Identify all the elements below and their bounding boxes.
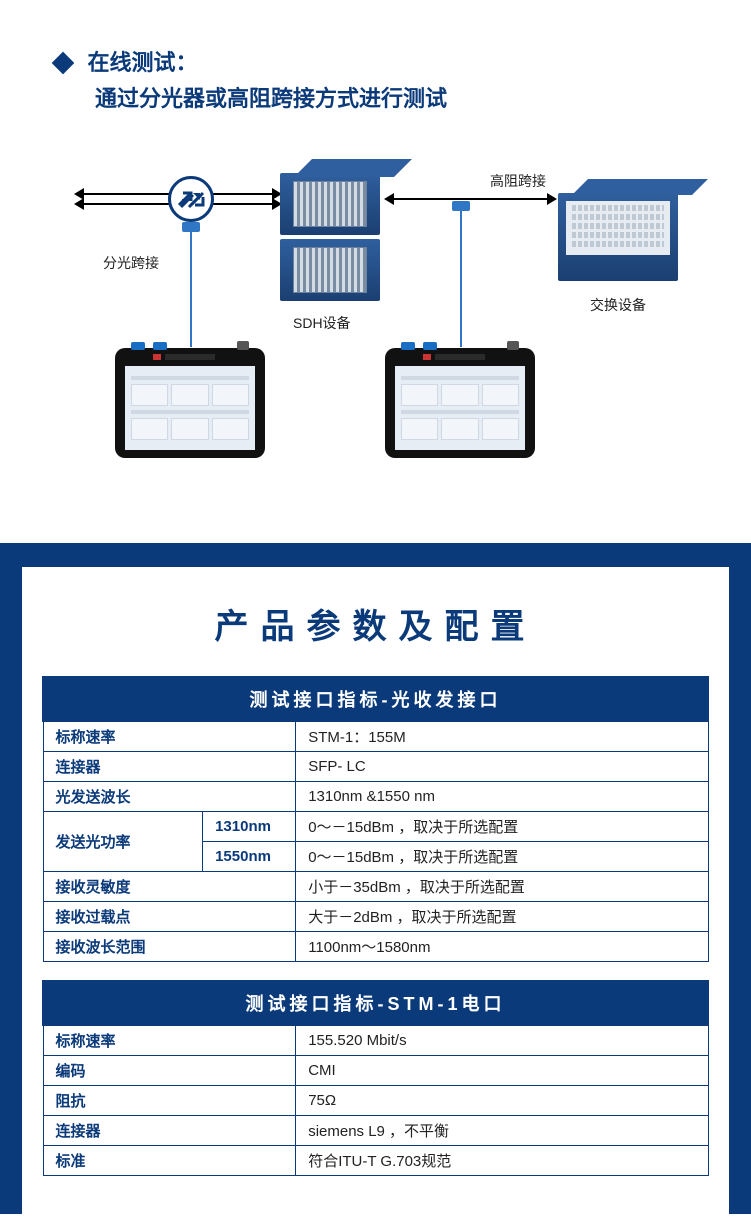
bullet-diamond-icon xyxy=(52,52,75,75)
cell-sublabel: 1310nm xyxy=(203,812,296,842)
table-electrical-header: 测试接口指标-STM-1电口 xyxy=(43,981,708,1025)
label-split-tap: 分光跨接 xyxy=(103,253,159,273)
label-high-imp: 高阻跨接 xyxy=(490,171,546,191)
drop-line-left xyxy=(190,229,192,347)
table-row: 阻抗 75Ω xyxy=(43,1086,708,1116)
section-online-test: 在线测试： 通过分光器或高阻跨接方式进行测试 分光跨接 xyxy=(0,0,751,543)
cell-label: 发送光功率 xyxy=(43,812,203,872)
table-row: 接收波长范围 1100nm～1580nm xyxy=(43,932,708,962)
cell-label: 标称速率 xyxy=(43,1025,296,1056)
cell-value: 0～－15dBm ，取决于所选配置 xyxy=(296,842,708,872)
table-row: 标称速率 155.520 Mbit/s xyxy=(43,1025,708,1056)
cell-value: STM-1：155M xyxy=(296,721,708,752)
trunk-arrow-right xyxy=(388,198,553,200)
cell-label: 标准 xyxy=(43,1146,296,1176)
cell-value: 大于－2dBm ，取决于所选配置 xyxy=(296,902,708,932)
table-row: 连接器 siemens L9 ，不平衡 xyxy=(43,1116,708,1146)
sdh-equipment-icon xyxy=(280,173,380,305)
title-row: 在线测试： xyxy=(0,45,751,77)
network-diagram: 分光跨接 SDH设备 高阻跨接 交换设备 xyxy=(0,143,751,543)
drop-line-right xyxy=(460,209,462,347)
cell-value: 1100nm～1580nm xyxy=(296,932,708,962)
label-sdh: SDH设备 xyxy=(293,313,351,333)
label-switch: 交换设备 xyxy=(590,295,646,315)
panel-title: 产品参数及配置 xyxy=(42,599,709,648)
table-optical: 测试接口指标-光收发接口 标称速率 STM-1：155M 连接器 SFP- LC… xyxy=(42,676,709,962)
subtitle-text: 通过分光器或高阻跨接方式进行测试 xyxy=(0,81,751,113)
specs-panel: 产品参数及配置 测试接口指标-光收发接口 标称速率 STM-1：155M 连接器… xyxy=(22,567,729,1214)
table-row: 接收灵敏度 小于－35dBm ，取决于所选配置 xyxy=(43,872,708,902)
switch-equipment-icon xyxy=(558,193,678,281)
section-specs: 产品参数及配置 测试接口指标-光收发接口 标称速率 STM-1：155M 连接器… xyxy=(0,543,751,1214)
table-row: 光发送波长 1310nm &1550 nm xyxy=(43,782,708,812)
table-row: 接收过载点 大于－2dBm ，取决于所选配置 xyxy=(43,902,708,932)
cell-value: SFP- LC xyxy=(296,752,708,782)
cell-label: 接收灵敏度 xyxy=(43,872,296,902)
cell-label: 接收过载点 xyxy=(43,902,296,932)
cell-value: 1310nm &1550 nm xyxy=(296,782,708,812)
cell-sublabel: 1550nm xyxy=(203,842,296,872)
cell-label: 标称速率 xyxy=(43,721,296,752)
table-electrical: 测试接口指标-STM-1电口 标称速率 155.520 Mbit/s 编码 CM… xyxy=(42,980,709,1176)
cell-value: 符合ITU-T G.703规范 xyxy=(296,1146,708,1176)
optical-splitter-icon xyxy=(168,176,214,222)
table-row: 标准 符合ITU-T G.703规范 xyxy=(43,1146,708,1176)
tester-device-left xyxy=(115,348,265,458)
table-row: 标称速率 STM-1：155M xyxy=(43,721,708,752)
cell-label: 光发送波长 xyxy=(43,782,296,812)
cell-label: 连接器 xyxy=(43,1116,296,1146)
cell-value: CMI xyxy=(296,1056,708,1086)
cell-value: 0～－15dBm ，取决于所选配置 xyxy=(296,812,708,842)
cell-label: 连接器 xyxy=(43,752,296,782)
cell-label: 编码 xyxy=(43,1056,296,1086)
cell-value: siemens L9 ，不平衡 xyxy=(296,1116,708,1146)
table-row: 发送光功率 1310nm 0～－15dBm ，取决于所选配置 xyxy=(43,812,708,842)
cell-value: 155.520 Mbit/s xyxy=(296,1025,708,1056)
cell-label: 阻抗 xyxy=(43,1086,296,1116)
table-row: 连接器 SFP- LC xyxy=(43,752,708,782)
cell-value: 小于－35dBm ，取决于所选配置 xyxy=(296,872,708,902)
title-text: 在线测试： xyxy=(87,50,197,75)
table-row: 编码 CMI xyxy=(43,1056,708,1086)
table-optical-header: 测试接口指标-光收发接口 xyxy=(43,677,708,721)
tester-device-right xyxy=(385,348,535,458)
cell-value: 75Ω xyxy=(296,1086,708,1116)
cell-label: 接收波长范围 xyxy=(43,932,296,962)
